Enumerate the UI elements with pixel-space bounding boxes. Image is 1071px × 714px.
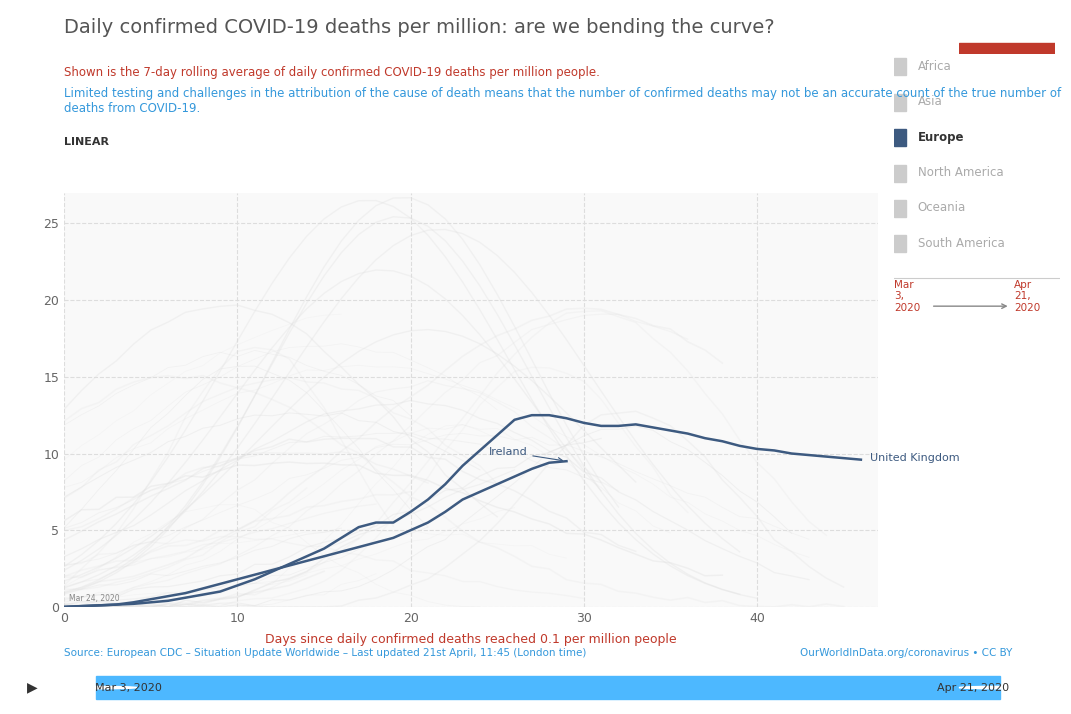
Text: Europe: Europe (918, 131, 964, 144)
Text: Apr 21, 2020: Apr 21, 2020 (937, 683, 1009, 693)
Text: Our World: Our World (984, 14, 1029, 23)
Bar (95, 676, 1000, 699)
Text: Ireland: Ireland (488, 447, 562, 462)
Text: Source: European CDC – Situation Update Worldwide – Last updated 21st April, 11:: Source: European CDC – Situation Update … (64, 648, 587, 658)
Text: Mar
3,
2020: Mar 3, 2020 (894, 280, 921, 313)
Text: Daily confirmed COVID-19 deaths per million: are we bending the curve?: Daily confirmed COVID-19 deaths per mill… (64, 18, 775, 37)
Circle shape (960, 686, 1041, 689)
Text: in Data: in Data (991, 27, 1023, 36)
Text: United Kingdom: United Kingdom (870, 453, 960, 463)
Text: Apr
21,
2020: Apr 21, 2020 (1014, 280, 1040, 313)
Bar (894, 200, 906, 217)
Text: Shown is the 7-day rolling average of daily confirmed COVID-19 deaths per millio: Shown is the 7-day rolling average of da… (64, 66, 600, 79)
Bar (894, 236, 906, 253)
X-axis label: Days since daily confirmed deaths reached 0.1 per million people: Days since daily confirmed deaths reache… (266, 633, 677, 646)
Text: Limited testing and challenges in the attribution of the cause of death means th: Limited testing and challenges in the at… (64, 87, 1061, 115)
Bar (959, 43, 1055, 54)
Bar (894, 59, 906, 76)
Circle shape (55, 686, 137, 689)
Text: North America: North America (918, 166, 1004, 179)
Text: Mar 24, 2020: Mar 24, 2020 (70, 594, 120, 603)
Text: OurWorldInData.org/coronavirus • CC BY: OurWorldInData.org/coronavirus • CC BY (800, 648, 1012, 658)
Bar (894, 164, 906, 181)
Text: South America: South America (918, 237, 1005, 250)
Text: Asia: Asia (918, 95, 942, 109)
Bar (894, 94, 906, 111)
Text: LINEAR: LINEAR (64, 137, 109, 147)
Text: ▶: ▶ (27, 680, 37, 695)
Bar (894, 129, 906, 146)
Text: Mar 3, 2020: Mar 3, 2020 (95, 683, 162, 693)
Text: Oceania: Oceania (918, 201, 966, 214)
Text: Africa: Africa (918, 60, 951, 73)
